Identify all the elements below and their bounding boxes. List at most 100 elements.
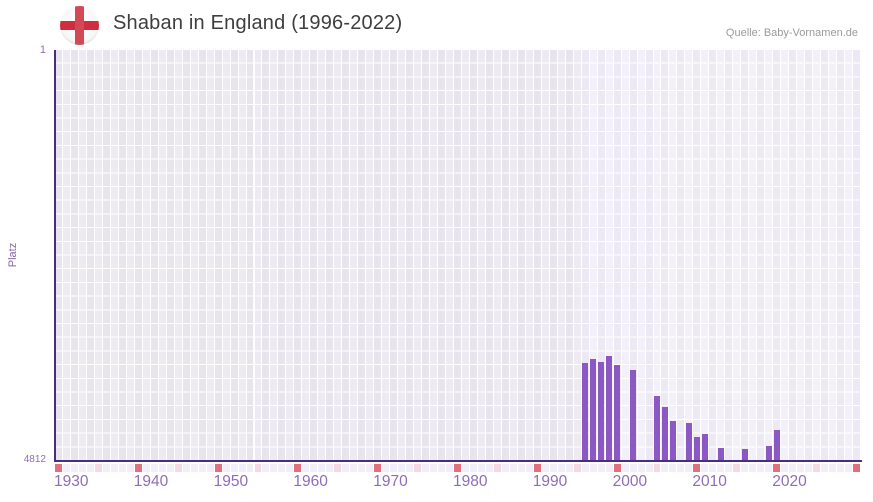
timeline-cell — [549, 464, 557, 472]
timeline-cell — [717, 464, 725, 472]
timeline-cell — [230, 464, 238, 472]
x-tick-label: 1930 — [54, 473, 89, 490]
year-column — [182, 50, 190, 461]
year-column — [342, 50, 350, 461]
decade-marker-cell — [294, 464, 302, 472]
year-column — [677, 50, 685, 461]
timeline-cell — [326, 464, 334, 472]
x-tick-label: 1980 — [453, 473, 488, 490]
year-column — [62, 50, 70, 461]
timeline-cell — [501, 464, 509, 472]
timeline-cell — [797, 464, 805, 472]
timeline-cell — [789, 464, 797, 472]
bar-2007[interactable] — [669, 420, 676, 461]
year-column — [230, 50, 238, 461]
bar-2009[interactable] — [685, 422, 692, 461]
y-axis-max-label: 1 — [39, 44, 46, 56]
year-column — [438, 50, 446, 461]
timeline-cell — [749, 464, 757, 472]
x-tick-label: 1950 — [213, 473, 249, 490]
bar-2000[interactable] — [614, 365, 621, 461]
decade-marker-cell — [454, 464, 461, 472]
year-column — [805, 50, 813, 461]
year-column — [509, 50, 517, 461]
timeline-cell — [222, 464, 230, 472]
timeline-cell — [621, 464, 629, 472]
timeline-cell — [837, 464, 845, 472]
decade-marker-cell — [374, 464, 382, 472]
x-tick-label: 1940 — [133, 473, 169, 490]
half-decade-marker-cell — [94, 464, 102, 472]
bar-2010[interactable] — [693, 436, 700, 461]
bar-2002[interactable] — [630, 370, 637, 461]
decade-marker-cell — [773, 464, 781, 472]
decade-marker-cell — [853, 464, 860, 472]
source-attribution: Quelle: Baby-Vornamen.de — [725, 27, 858, 39]
england-flag-icon — [60, 6, 99, 45]
timeline-cell — [805, 464, 813, 472]
timeline-cell — [509, 464, 517, 472]
year-column — [557, 50, 565, 461]
timeline-cell — [709, 464, 717, 472]
timeline-cell — [310, 464, 318, 472]
year-column — [637, 50, 645, 461]
timeline-cell — [661, 464, 669, 472]
timeline-cell — [669, 464, 677, 472]
half-decade-marker-cell — [653, 464, 661, 472]
year-column — [390, 50, 398, 461]
year-column — [533, 50, 541, 461]
timeline-cell — [350, 464, 358, 472]
year-column — [214, 50, 222, 461]
year-column — [334, 50, 342, 461]
bar-1996[interactable] — [582, 363, 589, 461]
timeline-cell — [765, 464, 773, 472]
year-column — [493, 50, 501, 461]
year-column — [733, 50, 741, 461]
bar-2006[interactable] — [661, 407, 668, 461]
bar-2020[interactable] — [773, 429, 780, 461]
year-column — [477, 50, 485, 461]
timeline-cell — [589, 464, 597, 472]
timeline-cell — [86, 464, 94, 472]
x-tick-label: 2020 — [772, 473, 807, 490]
bar-2005[interactable] — [654, 395, 660, 461]
x-tick-label: 1970 — [373, 473, 408, 490]
timeline-cell — [829, 464, 837, 472]
year-column — [853, 50, 860, 461]
bar-2019[interactable] — [765, 446, 772, 461]
timeline-cell — [166, 464, 174, 472]
year-column — [406, 50, 414, 461]
year-column — [206, 50, 214, 461]
year-column — [134, 50, 142, 461]
timeline-cell — [198, 464, 206, 472]
year-column — [693, 50, 701, 461]
year-column — [757, 50, 765, 461]
year-column — [469, 50, 477, 461]
timeline-cell — [685, 464, 693, 472]
bar-2011[interactable] — [701, 434, 708, 461]
year-column — [262, 50, 270, 461]
year-column — [238, 50, 246, 461]
year-column — [118, 50, 126, 461]
timeline-cell — [270, 464, 278, 472]
timeline-cell — [517, 464, 525, 472]
timeline-cell — [118, 464, 126, 472]
year-column — [573, 50, 581, 461]
timeline-cell — [725, 464, 733, 472]
year-column — [837, 50, 845, 461]
bar-1997[interactable] — [590, 359, 597, 461]
year-column — [254, 50, 262, 461]
year-column — [78, 50, 86, 461]
half-decade-marker-cell — [254, 464, 262, 472]
bar-1999[interactable] — [606, 356, 613, 461]
year-column — [501, 50, 509, 461]
decade-marker-cell — [55, 464, 62, 472]
timeline-cell — [541, 464, 549, 472]
year-column — [166, 50, 174, 461]
year-column — [246, 50, 254, 461]
year-column — [358, 50, 366, 461]
bar-1998[interactable] — [598, 361, 605, 461]
plot-area: 1930 1940 1950 1960 1970 1980 1990 2000 2010 2020 — [54, 50, 862, 490]
timeline-cell — [102, 464, 110, 472]
half-decade-marker-cell — [414, 464, 422, 472]
